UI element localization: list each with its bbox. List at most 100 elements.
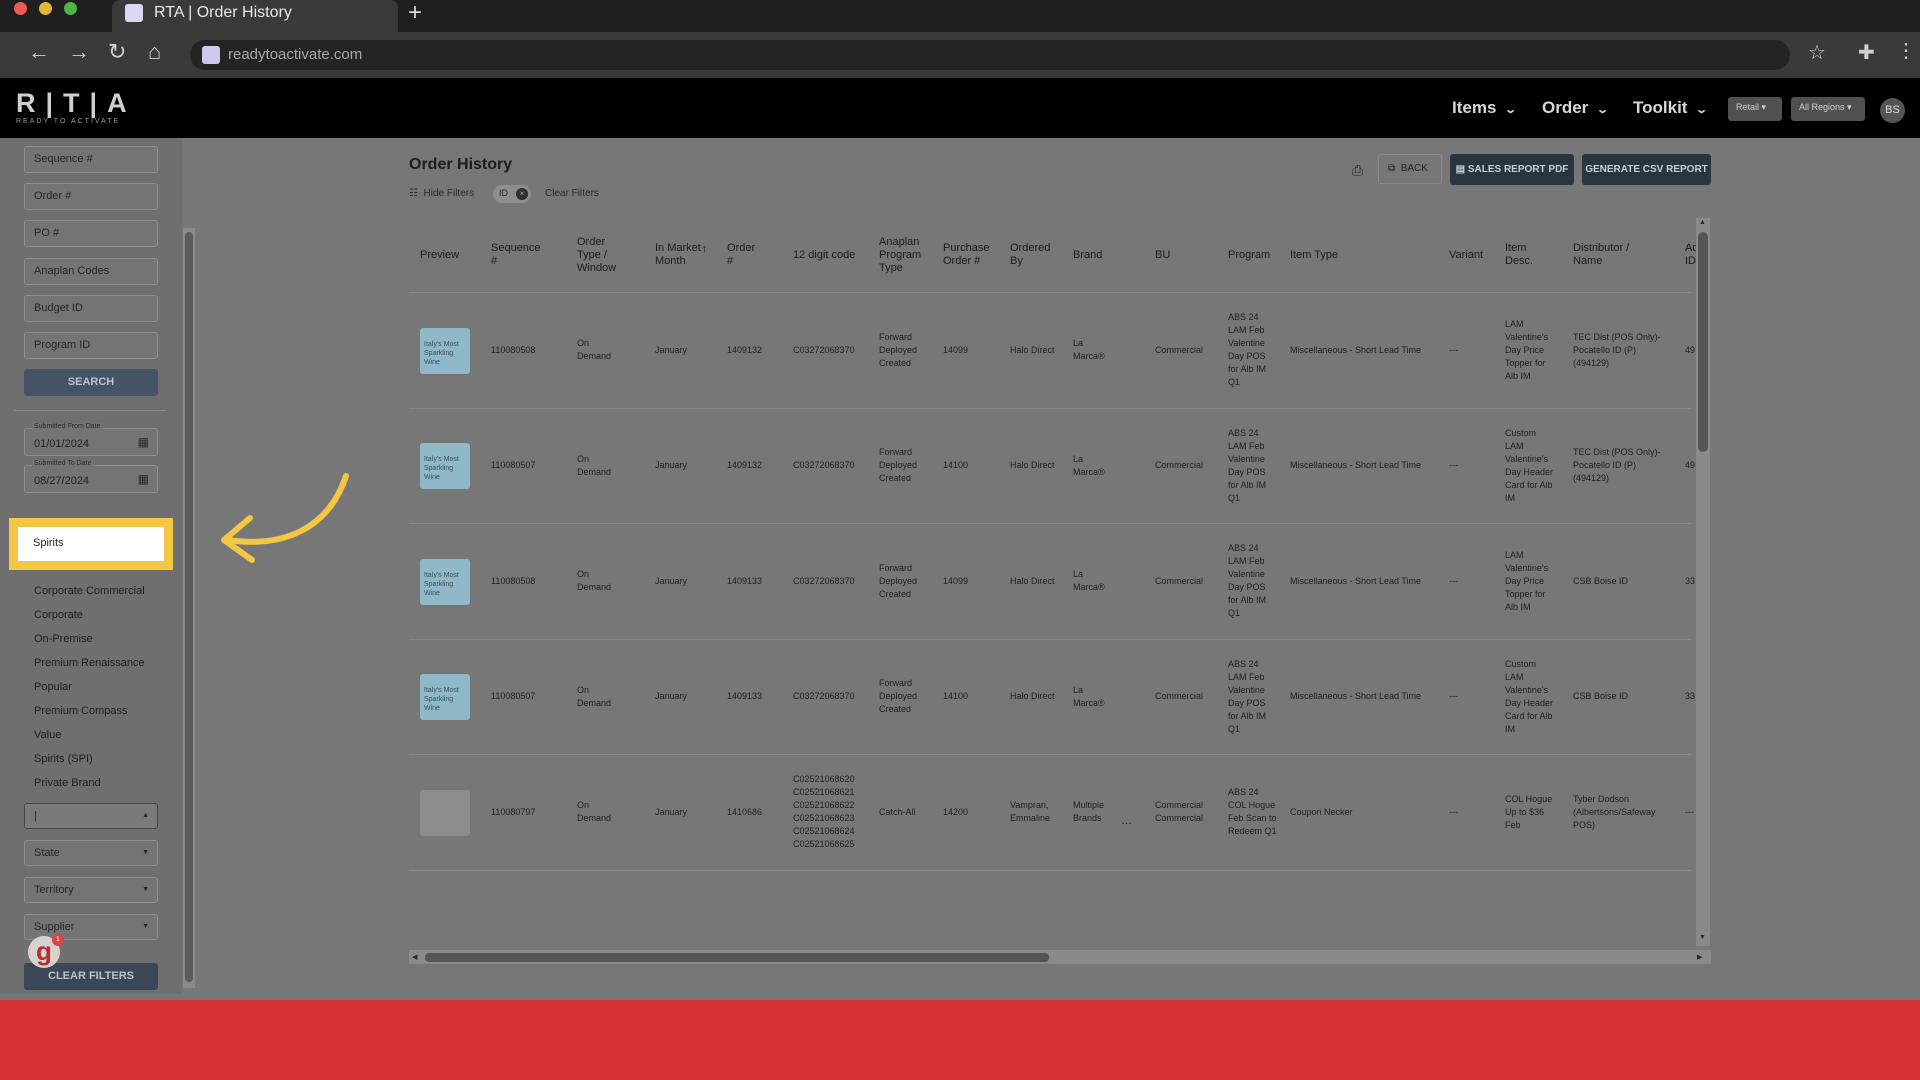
bu-option-private-brand[interactable]: Private Brand [34,777,101,789]
table-row[interactable]: Italy's Most Sparkling Wine 110080507 On D… [409,409,1695,524]
col-distributor[interactable]: Distributor / Name [1573,242,1630,267]
col-bu[interactable]: BU [1155,248,1171,261]
budget-id-field[interactable]: Budget ID [24,295,158,322]
cell-order-type: On Demand [577,569,612,593]
program-id-field[interactable]: Program ID [24,332,158,359]
minimize-window-icon[interactable] [39,2,52,15]
browser-tab-bar: RTA | Order History + [0,0,1920,32]
more-brands-icon[interactable]: … [1121,814,1132,827]
sales-report-pdf-button[interactable]: ▤ SALES REPORT PDF [1450,154,1574,185]
po-number-field[interactable]: PO # [24,220,158,247]
table-horizontal-scrollbar[interactable]: ◀ ▶ [409,950,1711,964]
state-select[interactable]: State ▼ [24,840,158,866]
maximize-window-icon[interactable] [64,2,77,15]
submitted-to-date-field[interactable]: Submitted To Date 08/27/2024 ▦ [24,460,158,493]
submitted-from-date-field[interactable]: Submitted From Date 01/01/2024 ▦ [24,423,158,456]
extensions-icon[interactable]: ✚ [1858,42,1875,64]
col-brand[interactable]: Brand [1073,248,1103,261]
col-item-desc[interactable]: Item Desc. [1505,242,1534,267]
vertical-scroll-thumb[interactable] [1698,232,1708,452]
scroll-left-icon[interactable]: ◀ [412,954,418,961]
col-anaplan-type[interactable]: Anaplan Program Type [879,235,922,274]
table-row[interactable]: 110080797 On Demand January 1410686 C0252106… [409,755,1694,871]
preview-thumbnail[interactable]: Italy's Most Sparkling Wine [420,558,470,605]
horizontal-scroll-thumb[interactable] [425,953,1049,962]
territory-select[interactable]: Territory ▼ [24,877,158,903]
print-icon[interactable]: ⎙ [1352,162,1364,178]
back-button[interactable]: ⧉ BACK [1378,154,1442,184]
supplier-select[interactable]: Supplier ▼ [24,914,158,940]
preview-thumbnail[interactable] [420,789,470,836]
active-filter-chip[interactable]: ID × [493,185,531,203]
region-select[interactable]: All Regions ▾ [1791,97,1865,121]
table-row[interactable]: Italy's Most Sparkling Wine 110080508 On D… [409,293,1695,409]
bu-option-on-premise[interactable]: On-Premise [34,633,93,645]
bu-select-open[interactable]: | ▲ [24,803,158,829]
clear-filters-link[interactable]: Clear Filters [545,188,599,199]
sort-up-icon[interactable]: ↑ [701,242,708,255]
table-row[interactable]: 110080783 On Demand January 1410686 C0252106… [409,871,1691,891]
bu-option-popular[interactable]: Popular [34,681,72,693]
bu-option-premium-renaissance[interactable]: Premium Renaissance [34,657,145,669]
table-vertical-scrollbar[interactable]: ▲ ▼ [1696,218,1710,946]
bookmark-star-icon[interactable]: ☆ [1808,42,1826,64]
cell-distributor: TEC Dist (POS Only)- Pocatello ID (P) (4… [1573,331,1661,368]
bu-option-value[interactable]: Value [34,729,62,741]
calendar-icon[interactable]: ▦ [137,435,149,449]
sidebar-scrollbar[interactable] [183,228,195,988]
preview-thumbnail[interactable]: Italy's Most Sparkling Wine [420,327,470,374]
col-12-digit-code[interactable]: 12 digit code [793,248,856,261]
scroll-down-icon[interactable]: ▼ [1699,934,1706,941]
calendar-icon[interactable]: ▦ [137,472,149,486]
bu-option-corporate[interactable]: Corporate [34,609,83,621]
reload-icon[interactable]: ↻ [108,39,127,64]
col-program[interactable]: Program [1228,248,1271,261]
close-window-icon[interactable] [14,2,27,15]
col-ordered-by[interactable]: Ordered By [1010,242,1051,267]
sidebar-scroll-thumb[interactable] [185,232,193,982]
search-button[interactable]: SEARCH [24,369,158,396]
col-in-market[interactable]: In Market Month ↑ [655,218,707,292]
anaplan-codes-field[interactable]: Anaplan Codes [24,258,158,285]
back-arrow-icon[interactable]: ← [28,39,50,64]
home-icon[interactable]: ⌂ [148,39,162,64]
bu-option-spirits[interactable]: Spirits [18,527,164,561]
clear-filters-button[interactable]: CLEAR FILTERS [24,963,158,990]
address-bar[interactable]: readytoactivate.com [190,40,1790,70]
col-address-id[interactable]: Ad ID [1685,242,1699,267]
col-purchase-order[interactable]: Purchase Order # [943,242,990,267]
col-item-type[interactable]: Item Type [1290,248,1339,261]
rta-logo[interactable]: R|T|A [16,88,137,118]
col-order-type[interactable]: Order Type / Window [577,235,617,274]
hide-filters-toggle[interactable]: ☷ Hide Filters [409,188,474,199]
scroll-right-icon[interactable]: ▶ [1697,954,1703,961]
col-order-number[interactable]: Order # [727,242,756,267]
scroll-up-icon[interactable]: ▲ [1699,219,1706,226]
table-row[interactable]: Italy's Most Sparkling Wine 110080508 On D… [409,524,1695,640]
col-variant[interactable]: Variant [1449,248,1484,261]
channel-select[interactable]: Retail ▾ [1728,97,1782,121]
preview-thumbnail[interactable]: Italy's Most Sparkling Wine [420,443,470,490]
order-number-field[interactable]: Order # [24,183,158,210]
nav-order[interactable]: Order ⌄ [1542,98,1609,118]
cell-order-type: On Demand [577,338,612,362]
bu-option-premium-compass[interactable]: Premium Compass [34,705,128,717]
forward-arrow-icon[interactable]: → [68,39,90,64]
generate-csv-button[interactable]: GENERATE CSV REPORT [1582,154,1711,185]
nav-toolkit[interactable]: Toolkit ⌄ [1633,98,1709,118]
user-avatar[interactable]: BS [1880,98,1905,123]
cell-item-type: Miscellaneous - Short Lead Time [1290,344,1422,355]
browser-menu-icon[interactable]: ⋮ [1896,40,1916,62]
preview-thumbnail[interactable]: Italy's Most Sparkling Wine [420,674,470,721]
bu-option-spirits-spi[interactable]: Spirits (SPI) [34,753,93,765]
cell-brand: Multiple Brands [1073,800,1105,824]
col-sequence[interactable]: Sequence # [491,242,541,267]
nav-items[interactable]: Items ⌄ [1452,98,1517,118]
table-row[interactable]: Italy's Most Sparkling Wine 110080507 On D… [409,640,1695,755]
browser-tab[interactable]: RTA | Order History [112,0,398,32]
close-icon[interactable]: × [516,188,528,200]
bu-option-corporate-commercial[interactable]: Corporate Commercial [34,585,145,597]
col-preview[interactable]: Preview [420,248,460,261]
sequence-field[interactable]: Sequence # [24,146,158,173]
new-tab-button[interactable]: + [408,0,423,26]
